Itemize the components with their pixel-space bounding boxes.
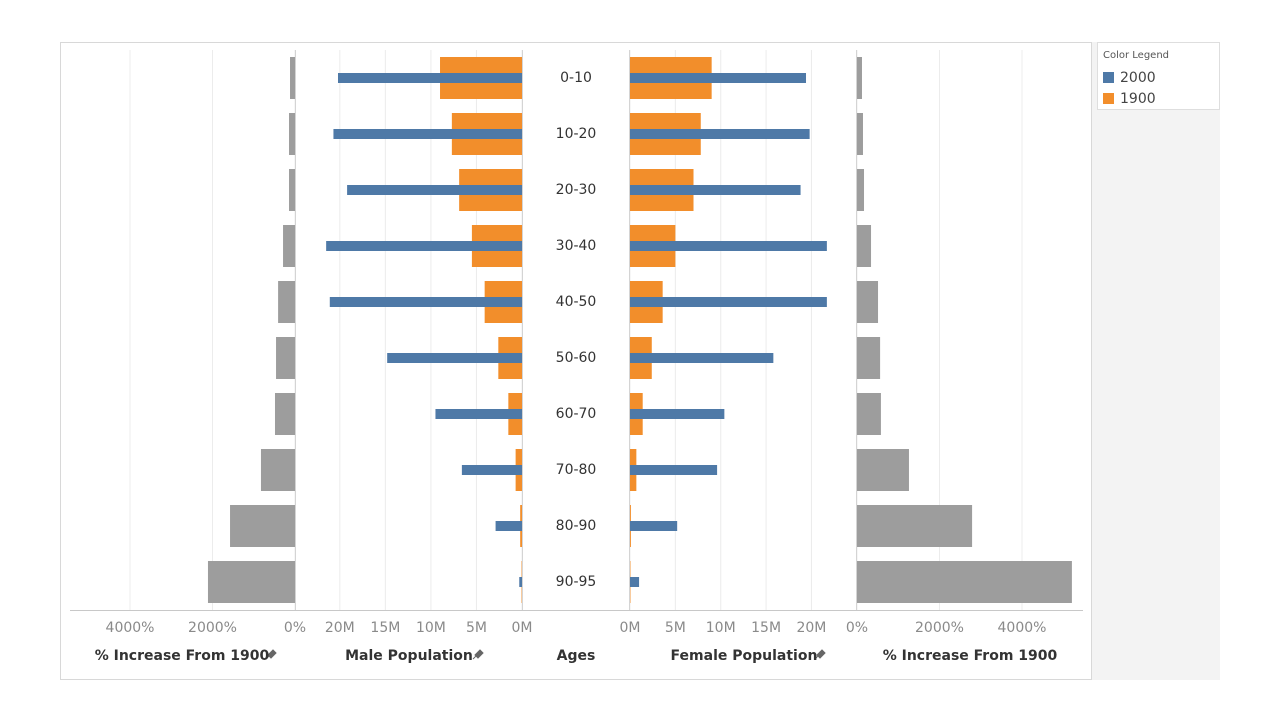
x-tick-label: 20M — [325, 620, 355, 636]
bar — [630, 129, 810, 139]
category-label: 10-20 — [556, 126, 597, 142]
bar — [630, 577, 640, 587]
category-label: 30-40 — [556, 238, 597, 254]
category-label: 70-80 — [556, 462, 597, 478]
bar — [495, 521, 522, 531]
bar — [857, 505, 973, 547]
bar — [278, 281, 295, 323]
axis-title: Ages — [557, 648, 596, 664]
bar — [857, 225, 872, 267]
bar — [329, 297, 522, 307]
legend-box — [1097, 42, 1220, 110]
bar — [347, 185, 522, 195]
bar — [337, 73, 522, 83]
x-tick-label: 5M — [466, 620, 487, 636]
category-label: 20-30 — [556, 182, 597, 198]
legend-label: 1900 — [1120, 91, 1156, 107]
pin-icon — [814, 649, 826, 660]
bar — [857, 337, 881, 379]
bar — [333, 129, 522, 139]
x-tick-label: 0M — [512, 620, 533, 636]
category-label: 40-50 — [556, 294, 597, 310]
category-label: 0-10 — [560, 70, 592, 86]
bar — [857, 561, 1072, 603]
bar — [387, 353, 522, 363]
bar — [283, 225, 295, 267]
x-tick-label: 4000% — [106, 620, 155, 636]
bar — [857, 169, 865, 211]
category-label: 50-60 — [556, 350, 597, 366]
axis-title: % Increase From 1900 — [883, 648, 1058, 664]
x-tick-label: 15M — [370, 620, 400, 636]
bar — [630, 353, 774, 363]
x-tick-label: 15M — [751, 620, 781, 636]
legend-title: Color Legend — [1103, 50, 1169, 61]
bar — [326, 241, 522, 251]
axis-title: Male Population — [345, 648, 473, 664]
x-tick-label: 0% — [846, 620, 868, 636]
pins — [265, 649, 826, 660]
bar — [857, 57, 862, 99]
bar — [276, 337, 295, 379]
bar — [289, 113, 295, 155]
bar — [630, 297, 827, 307]
bar — [857, 449, 909, 491]
x-tick-label: 5M — [665, 620, 686, 636]
bar — [630, 185, 801, 195]
bar — [461, 465, 522, 475]
x-tick-label: 0% — [284, 620, 306, 636]
bar — [630, 73, 807, 83]
bar — [630, 409, 725, 419]
bar — [230, 505, 295, 547]
bar — [290, 57, 295, 99]
bar — [857, 393, 881, 435]
x-tick-label: 10M — [416, 620, 446, 636]
bar — [207, 561, 295, 603]
pin-icon — [265, 649, 277, 660]
bar — [435, 409, 522, 419]
legend-swatch — [1103, 93, 1114, 104]
category-label: 80-90 — [556, 518, 597, 534]
bar — [630, 465, 718, 475]
bar — [857, 113, 863, 155]
x-tick-label: 4000% — [998, 620, 1047, 636]
sidebar — [1092, 42, 1220, 680]
legend-swatch — [1103, 72, 1114, 83]
pin-icon — [472, 649, 484, 660]
bar — [630, 241, 827, 251]
x-tick-label: 2000% — [188, 620, 237, 636]
category-label: 90-95 — [556, 574, 597, 590]
axis-title: Female Population — [671, 648, 818, 664]
bar — [274, 393, 295, 435]
bar — [289, 169, 295, 211]
x-tick-label: 0M — [620, 620, 641, 636]
x-tick-label: 20M — [796, 620, 826, 636]
bar — [519, 577, 522, 587]
x-tick-label: 10M — [706, 620, 736, 636]
bar — [630, 521, 678, 531]
legend-label: 2000 — [1120, 70, 1156, 86]
x-tick-label: 2000% — [915, 620, 964, 636]
bar — [857, 281, 879, 323]
category-label: 60-70 — [556, 406, 597, 422]
bar — [260, 449, 295, 491]
axis-title: % Increase From 1900 — [95, 648, 270, 664]
